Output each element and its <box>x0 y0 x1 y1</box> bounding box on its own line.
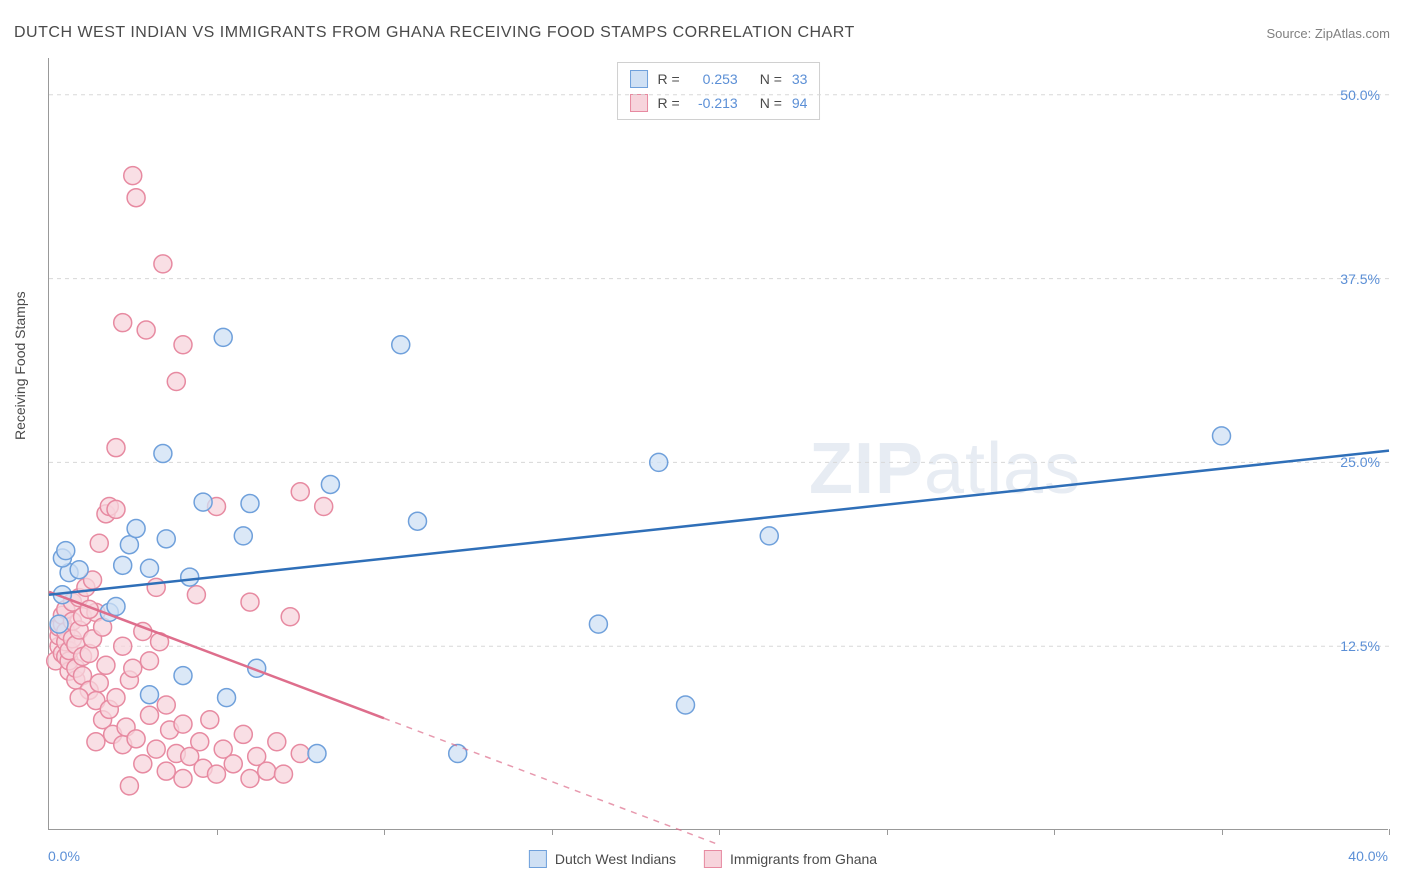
x-axis-min-label: 0.0% <box>48 848 80 864</box>
x-tick <box>1389 829 1390 835</box>
series-legend: Dutch West Indians Immigrants from Ghana <box>529 850 877 868</box>
x-tick <box>217 829 218 835</box>
y-tick-label: 12.5% <box>1340 638 1380 654</box>
y-tick-label: 25.0% <box>1340 454 1380 470</box>
x-tick <box>887 829 888 835</box>
chart-title: DUTCH WEST INDIAN VS IMMIGRANTS FROM GHA… <box>14 24 855 42</box>
scatter-plot-svg <box>49 58 1388 829</box>
legend-label-a: Dutch West Indians <box>555 851 676 867</box>
swatch-series-a <box>529 850 547 868</box>
x-axis-max-label: 40.0% <box>1348 848 1388 864</box>
chart-plot-area: ZIPatlas R = 0.253 N = 33 R = -0.213 N =… <box>48 58 1388 830</box>
x-tick <box>1222 829 1223 835</box>
y-tick-label: 50.0% <box>1340 87 1380 103</box>
legend-item-a: Dutch West Indians <box>529 850 676 868</box>
x-tick <box>384 829 385 835</box>
source-attribution: Source: ZipAtlas.com <box>1266 26 1390 41</box>
x-tick <box>719 829 720 835</box>
x-tick <box>552 829 553 835</box>
y-axis-label: Receiving Food Stamps <box>12 291 28 440</box>
legend-item-b: Immigrants from Ghana <box>704 850 877 868</box>
y-tick-label: 37.5% <box>1340 271 1380 287</box>
swatch-series-b <box>704 850 722 868</box>
x-tick <box>1054 829 1055 835</box>
legend-label-b: Immigrants from Ghana <box>730 851 877 867</box>
